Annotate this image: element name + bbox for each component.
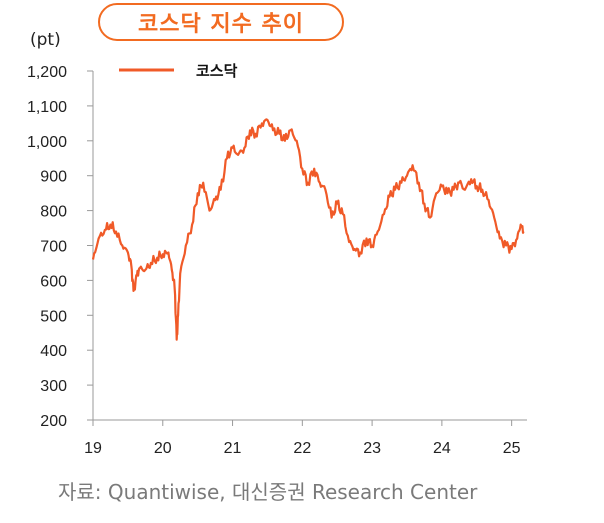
x-tick-label: 21 [224,440,242,457]
y-tick-labels: 1,200 1,100 1,000 900 800 700 600 500 400 300 200 [27,64,67,430]
legend: 코스닥 [119,62,238,80]
y-tick-label: 300 [40,378,67,395]
series-layer [91,118,525,341]
y-tick-label: 900 [40,169,67,186]
y-axis-unit: (pt) [30,30,61,50]
x-tick-label: 20 [154,440,172,457]
y-tick-label: 700 [40,239,67,256]
series-line-kosdaq [91,118,525,341]
y-tick-label: 1,000 [27,134,67,151]
y-tick-label: 800 [40,204,67,221]
chart-canvas: 1,2001,1001,000900800700600500400300200 … [27,62,527,457]
x-tick-label: 19 [84,440,102,457]
y-tick-label: 600 [40,273,67,290]
x-tick-label: 23 [363,440,381,457]
y-tick-label: 1,200 [27,64,67,81]
x-tick-label: 24 [433,440,451,457]
y-tick-label: 1,100 [27,99,67,116]
x-tick-labels: 19 20 21 22 23 24 25 [84,440,521,457]
legend-label-kosdaq: 코스닥 [196,62,238,80]
x-tick-label: 22 [293,440,311,457]
y-tick-label: 500 [40,308,67,325]
y-tick-label: 400 [40,343,67,360]
chart-title: 코스닥 지수 추이 [98,3,344,41]
x-tick-label: 25 [503,440,521,457]
source-note: 자료: Quantiwise, 대신증권 Research Center [58,480,478,504]
axes [87,70,527,426]
y-tick-label: 200 [40,413,67,430]
